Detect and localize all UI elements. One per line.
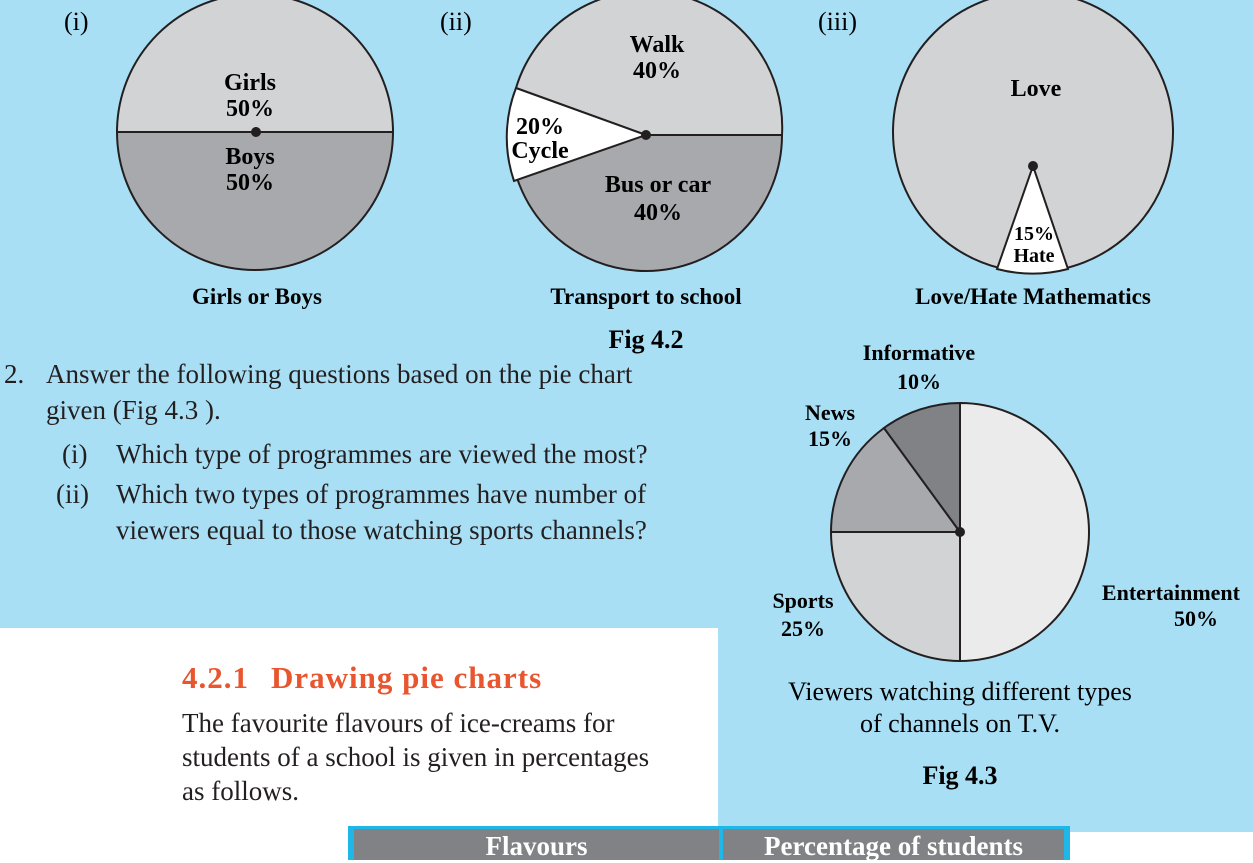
slice-pct-boys: 50%	[226, 170, 274, 196]
slice-pct-news: 15%	[808, 426, 852, 451]
slice-pct-bus-car: 40%	[634, 200, 682, 226]
section-heading: 4.2.1 Drawing pie charts	[182, 660, 542, 696]
pie-center-dot	[251, 127, 261, 137]
question-part-ii-line1: Which two types of programmes have numbe…	[116, 479, 647, 509]
flavours-table-header: Flavours Percentage of students	[348, 826, 1070, 861]
slice-label-bus-car: Bus or car	[605, 172, 712, 198]
table-header-percentage: Percentage of students	[723, 829, 1064, 861]
section-panel-background	[0, 628, 718, 860]
slice-label-hate: Hate	[1013, 245, 1054, 267]
slice-label-walk: Walk	[630, 32, 685, 58]
fig43-caption-line1: Viewers watching different types	[788, 677, 1132, 706]
pie-caption-girls-boys: Girls or Boys	[192, 284, 322, 309]
slice-pct-cycle: 20%	[516, 114, 564, 140]
slice-label-cycle: Cycle	[511, 138, 569, 164]
slice-label-sports: Sports	[772, 588, 834, 613]
slice-pct-entertainment: 50%	[1174, 606, 1218, 631]
pie-roman-i: (i)	[64, 7, 89, 36]
fig43-panel-background	[718, 628, 1253, 832]
fig43-label: Fig 4.3	[922, 761, 997, 790]
pie-roman-ii: (ii)	[440, 7, 472, 36]
slice-pct-hate: 15%	[1014, 223, 1054, 245]
slice-label-love: Love	[1011, 76, 1062, 102]
section-number: 4.2.1	[182, 660, 249, 695]
pie-roman-iii: (iii)	[818, 7, 857, 36]
pie-chart-girls-boys	[115, 0, 395, 271]
question-line1: Answer the following questions based on …	[46, 359, 633, 389]
question-part-roman-i: (i)	[62, 439, 88, 469]
pie-slice-girls	[115, 0, 395, 133]
pie-chart-transport	[505, 0, 784, 272]
slice-label-entertainment: Entertainment	[1102, 580, 1241, 605]
slice-pct-walk: 40%	[633, 58, 681, 84]
pie-center-dot	[1028, 161, 1038, 171]
pie-center-dot	[641, 130, 651, 140]
pie-slice-sports	[829, 531, 961, 663]
pie-slice-entertainment	[959, 401, 1090, 663]
pie-caption-love-hate: Love/Hate Mathematics	[915, 284, 1151, 309]
table-header-flavours: Flavours	[354, 829, 719, 861]
slice-label-boys: Boys	[225, 144, 274, 170]
pie-chart-tv-viewers	[829, 401, 1090, 663]
fig43-caption-line2: of channels on T.V.	[860, 709, 1060, 738]
section-paragraph: The favourite flavours of ice-creams for…	[182, 706, 712, 808]
question-part-roman-ii: (ii)	[56, 479, 89, 509]
question-line2: given (Fig 4.3 ).	[46, 395, 221, 425]
pie-caption-transport: Transport to school	[550, 284, 741, 309]
slice-label-news: News	[805, 400, 856, 425]
paragraph-line-3: as follows.	[182, 776, 299, 806]
slice-label-girls: Girls	[224, 70, 276, 96]
fig42-label: Fig 4.2	[608, 325, 683, 354]
question-number: 2.	[4, 359, 25, 389]
slice-pct-sports: 25%	[781, 616, 825, 641]
pie-slice-informative	[882, 401, 961, 536]
slice-pct-girls: 50%	[226, 96, 274, 122]
section-title: Drawing pie charts	[271, 660, 543, 695]
pie-slice-hate	[995, 162, 1070, 275]
slice-pct-informative: 10%	[897, 369, 941, 394]
pie-center-dot	[955, 527, 965, 537]
pie-slice-boys	[115, 131, 395, 271]
question-part-i-text: Which type of programmes are viewed the …	[116, 439, 648, 469]
paragraph-line-1: The favourite flavours of ice-creams for	[182, 708, 615, 738]
pie-chart-love-hate	[892, 0, 1174, 275]
pie-slice-news	[829, 426, 962, 533]
paragraph-line-2: students of a school is given in percent…	[182, 742, 650, 772]
pie-slice-cycle	[505, 86, 649, 183]
question-part-ii-line2: viewers equal to those watching sports c…	[116, 515, 647, 545]
pie-slice-walk	[514, 0, 784, 136]
slice-label-informative: Informative	[863, 340, 976, 365]
